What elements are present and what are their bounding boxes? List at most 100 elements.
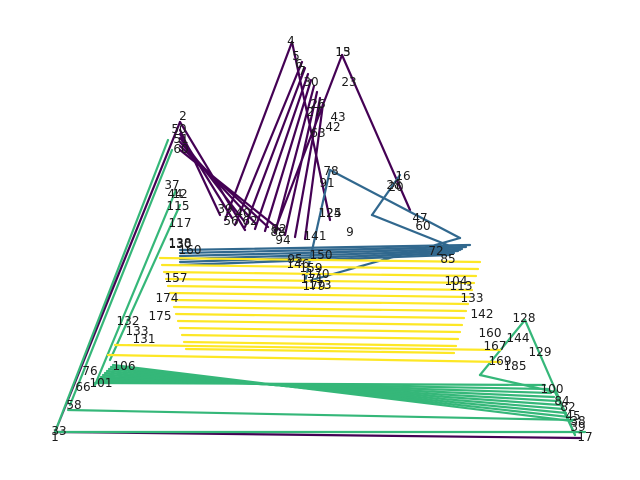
node-label: 58 (66, 398, 81, 412)
node-label: 4 (287, 34, 295, 48)
node-label: 88 (270, 225, 285, 239)
node-label: 146 (287, 257, 310, 271)
node-label: 30 (303, 75, 318, 89)
edge (178, 140, 258, 226)
node-label: 115 (167, 199, 190, 213)
node-label: 132 (117, 314, 140, 328)
edge (178, 247, 464, 258)
edge-outline (303, 168, 332, 284)
node-label: 56 (223, 214, 238, 228)
node-label: 130 (169, 237, 192, 251)
node-label: 113 (450, 279, 473, 293)
node-label: 27 (306, 105, 321, 119)
edge (303, 102, 325, 241)
node-label: 60 (173, 142, 188, 156)
edge (106, 353, 502, 364)
edge (263, 78, 313, 233)
edge (158, 256, 482, 264)
node-label: 39 (217, 202, 232, 216)
node-label: 39 (570, 420, 585, 434)
node-label: 144 (507, 331, 530, 345)
edge (293, 96, 322, 239)
edge-outline (340, 53, 412, 212)
node-label: 138 (169, 236, 192, 250)
node-label: 133 (461, 291, 484, 305)
edge (243, 66, 307, 229)
node-label: 26 (310, 97, 325, 111)
edge-outline (53, 138, 170, 434)
node-label: 2 (179, 109, 187, 123)
node-label: 128 (513, 311, 536, 325)
node-label: 94 (275, 233, 290, 247)
node-label: 91 (319, 176, 334, 190)
node-label: 160 (179, 243, 202, 257)
edge (168, 291, 472, 299)
node-label: 84 (554, 394, 569, 408)
edge (178, 243, 472, 252)
node-label: 23 (341, 75, 356, 89)
node-label: 62 (242, 214, 257, 228)
node-label: 174 (156, 291, 179, 305)
node-label: 150 (310, 248, 333, 262)
node-label: 159 (300, 261, 323, 275)
edge (164, 277, 476, 285)
node-label: 50 (171, 122, 186, 136)
edge (68, 148, 174, 407)
node-label: 106 (113, 359, 136, 373)
edge (182, 340, 458, 348)
edge (113, 343, 502, 352)
node-label: 72 (428, 244, 443, 258)
edge (370, 173, 402, 217)
edge (180, 333, 460, 341)
node-label: 76 (82, 364, 97, 378)
node-label: 6 (295, 57, 303, 71)
edge (162, 270, 478, 278)
edge (166, 284, 474, 292)
edge (370, 213, 462, 252)
node-label: 125 (319, 206, 342, 220)
node-label: 63 (310, 126, 325, 140)
node-label: 13 (335, 45, 350, 59)
node-label: 167 (484, 339, 507, 353)
node-label: 5 (292, 49, 300, 63)
node-label: 20 (388, 180, 403, 194)
node-label: 15 (335, 45, 350, 59)
edge-outline (223, 40, 294, 222)
node-label: 82 (560, 400, 575, 414)
node-label: 160 (479, 326, 502, 340)
node-label: 16 (395, 169, 410, 183)
node-label: 9 (346, 225, 354, 239)
node-label: 173 (309, 278, 332, 292)
node-label: 60 (415, 219, 430, 233)
edge (111, 363, 574, 423)
node-label: 51 (173, 132, 188, 146)
node-label: 38 (570, 414, 585, 428)
node-label: 66 (75, 380, 90, 394)
edge (178, 251, 456, 264)
edge (172, 305, 468, 313)
node-label: 1 (51, 430, 59, 444)
node-label: 141 (304, 229, 327, 243)
node-label: 78 (323, 164, 338, 178)
node-label: 17 (577, 430, 592, 444)
edge (178, 148, 282, 232)
node-label: 117 (169, 216, 192, 230)
node-label: 85 (440, 252, 455, 266)
node-label: 157 (165, 271, 188, 285)
node-label: 28 (386, 178, 401, 192)
edge (273, 84, 316, 235)
node-label: 124 (319, 206, 342, 220)
edge (178, 245, 468, 255)
node-label: 12 (172, 187, 187, 201)
node-label: 171 (301, 272, 324, 286)
node-label: 170 (307, 267, 330, 281)
edge (108, 203, 182, 362)
node-label: 7 (298, 64, 306, 78)
edge (184, 347, 456, 355)
node-label: 92 (271, 222, 286, 236)
edge (170, 298, 470, 306)
edge (178, 136, 246, 223)
node-label: 185 (504, 359, 527, 373)
node-label: 100 (541, 382, 564, 396)
